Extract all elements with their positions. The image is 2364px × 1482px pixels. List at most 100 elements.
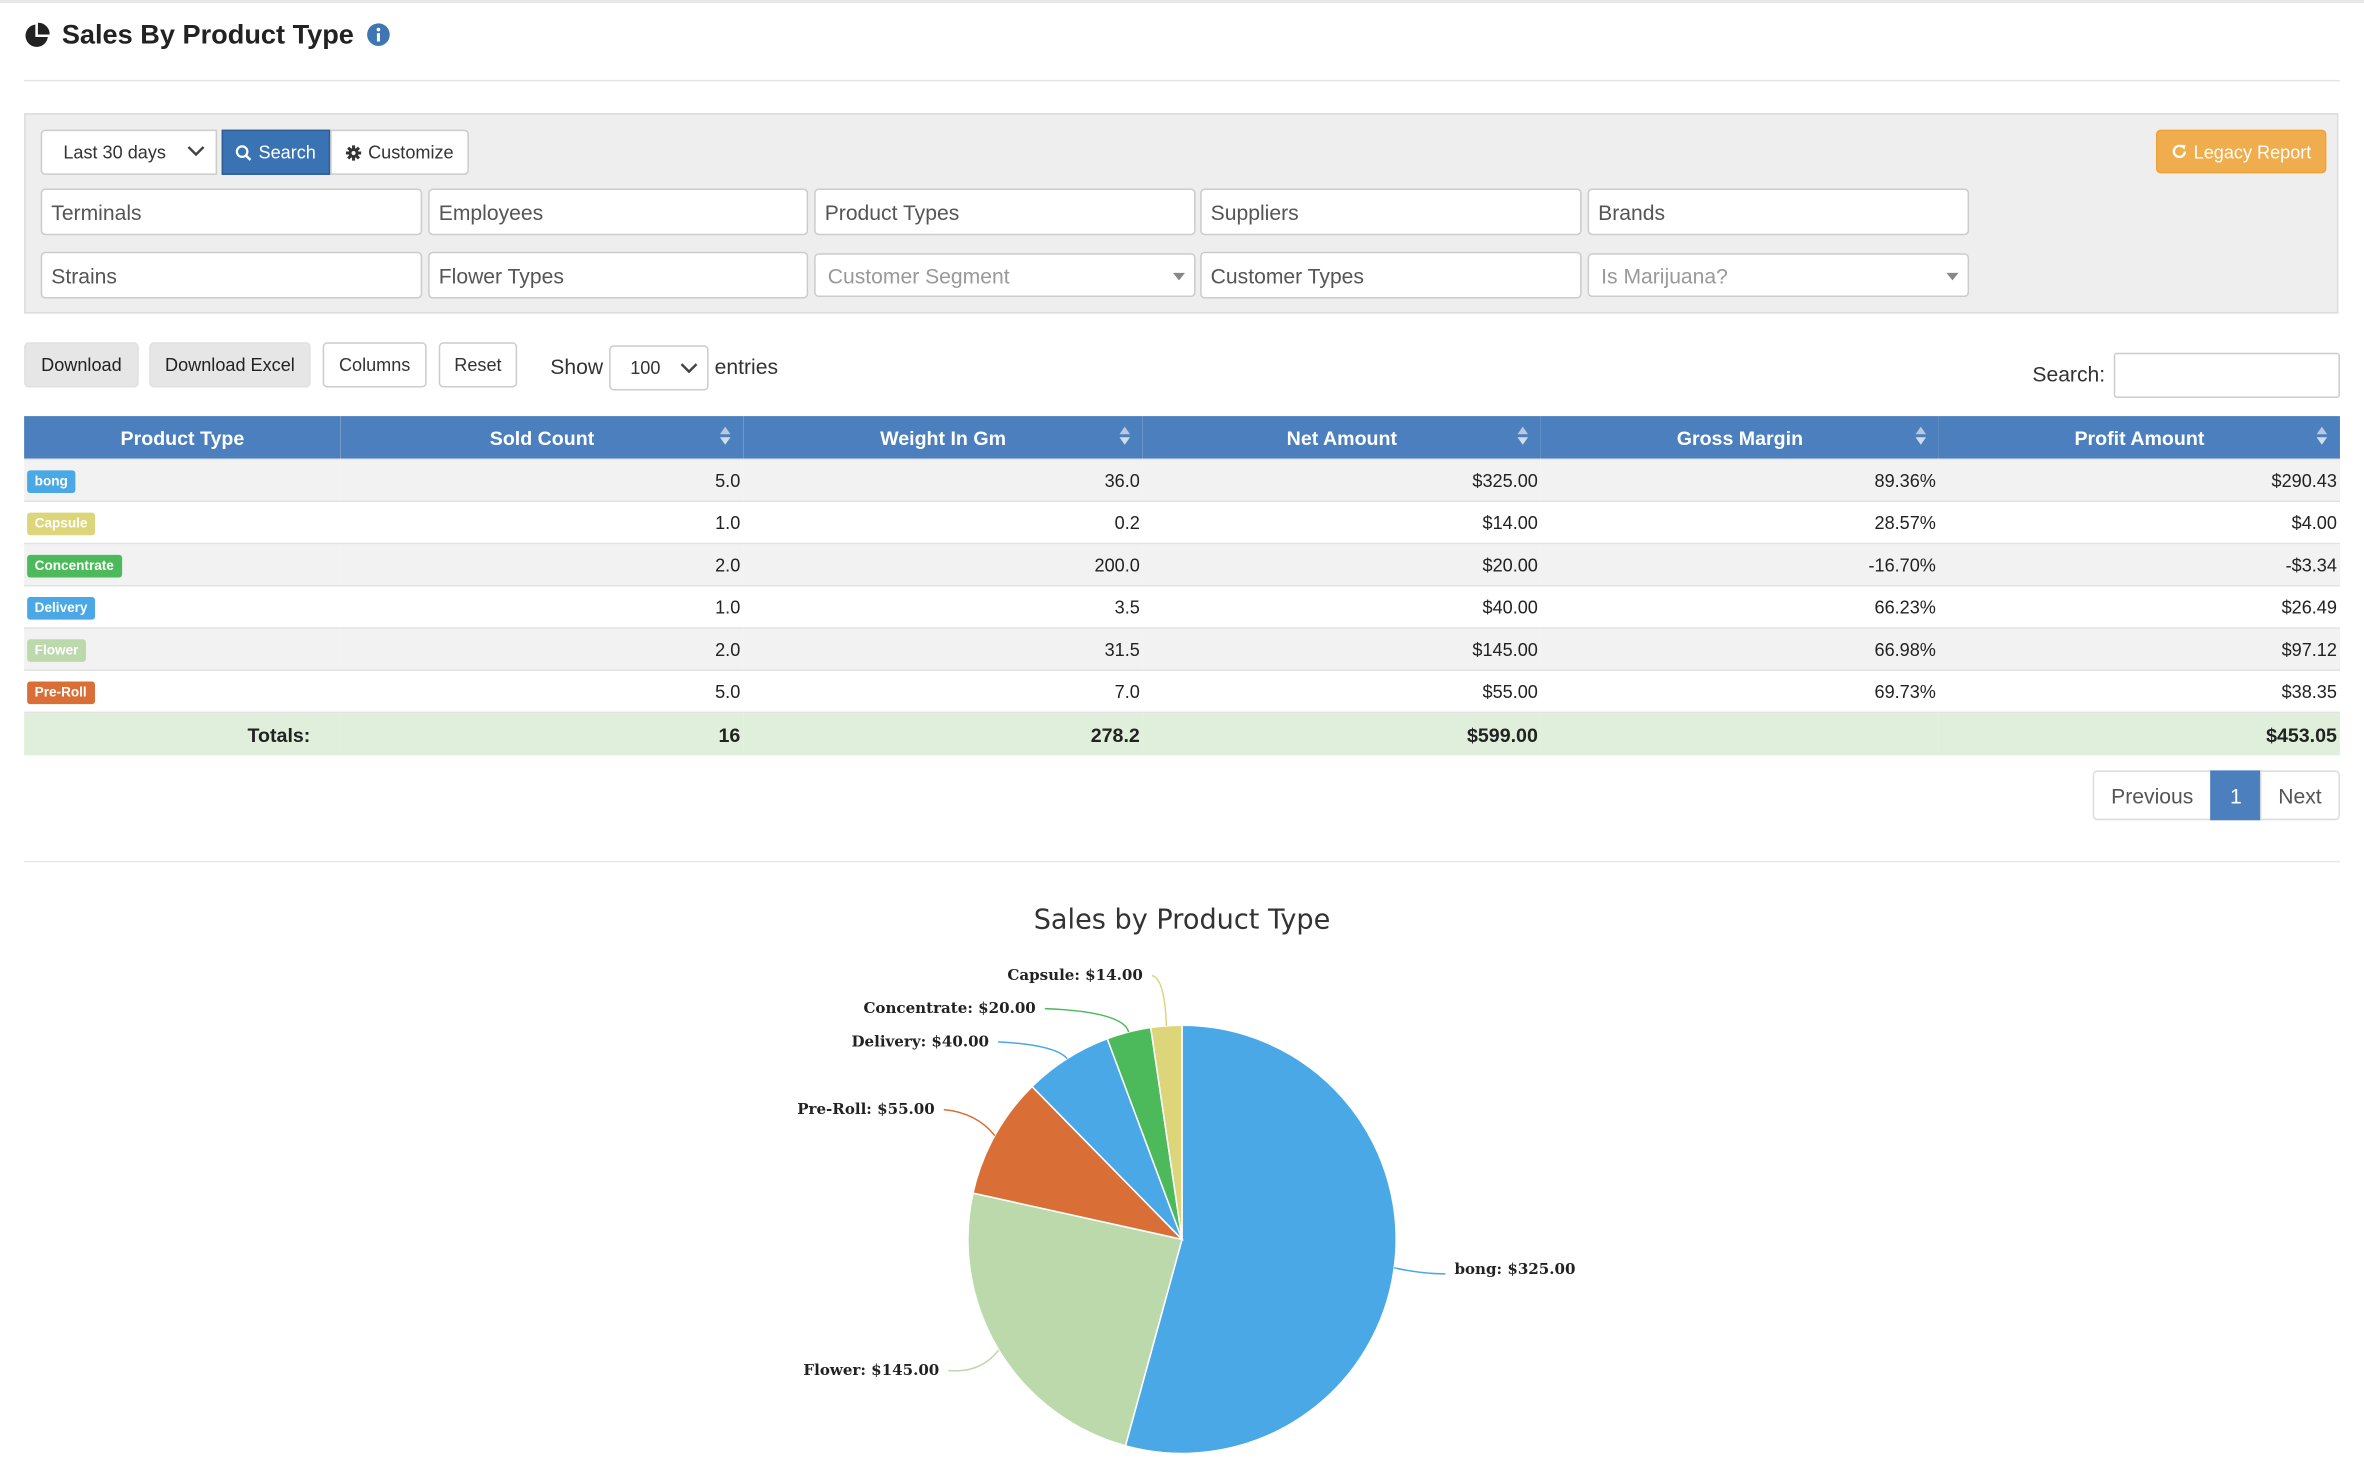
pie-connector-capsule xyxy=(1151,974,1168,1026)
download-excel-button[interactable]: Download Excel xyxy=(149,342,311,388)
customer-types-filter[interactable]: Customer Types xyxy=(1200,251,1582,299)
column-header-sold-count[interactable]: Sold Count xyxy=(340,416,744,460)
terminals-filter-placeholder: Terminals xyxy=(51,199,142,224)
suppliers-filter-placeholder: Suppliers xyxy=(1210,199,1299,224)
column-header-label: Gross Margin xyxy=(1676,425,1804,449)
column-header-weight[interactable]: Weight In Gm xyxy=(743,416,1143,460)
pie-slice-flower[interactable] xyxy=(967,1192,1183,1447)
cell-weight: 200.0 xyxy=(743,542,1143,586)
customer-segment-placeholder: Customer Segment xyxy=(827,263,1010,288)
cell-sold-count: 2.0 xyxy=(340,627,744,671)
cell-gross-margin: 89.36% xyxy=(1540,458,1939,502)
column-header-label: Weight In Gm xyxy=(880,425,1007,449)
total-weight: 278.2 xyxy=(743,711,1143,756)
pagination-next-label: Next xyxy=(2278,783,2322,808)
pie-connector-pre-roll xyxy=(943,1108,996,1137)
column-header-net-amount[interactable]: Net Amount xyxy=(1142,416,1541,460)
pagination-next[interactable]: Next xyxy=(2260,770,2340,821)
column-header-label: Profit Amount xyxy=(2074,425,2205,449)
caret-down-icon xyxy=(1172,272,1186,281)
legacy-report-label: Legacy Report xyxy=(2193,140,2312,163)
sort-icon xyxy=(1915,426,1927,445)
cell-gross-margin: -16.70% xyxy=(1540,542,1939,586)
date-range-select[interactable]: Last 30 days xyxy=(40,129,218,175)
reset-button[interactable]: Reset xyxy=(438,342,518,388)
cell-weight: 36.0 xyxy=(743,458,1143,502)
top-divider xyxy=(0,0,2364,4)
table-row: bong 5.0 36.0 $325.00 89.36% $290.43 xyxy=(24,458,2340,502)
table-header-row: Product Type Sold Count Weight In Gm Net… xyxy=(24,416,2340,460)
download-button[interactable]: Download xyxy=(24,342,139,388)
brands-filter-placeholder: Brands xyxy=(1598,199,1666,224)
product-type-badge[interactable]: Capsule xyxy=(27,511,96,535)
pie-label-capsule: Capsule: $14.00 xyxy=(1007,966,1142,984)
customize-button[interactable]: Customize xyxy=(330,129,469,175)
table-row: Delivery 1.0 3.5 $40.00 66.23% $26.49 xyxy=(24,584,2340,628)
pie-slice-pre-roll[interactable] xyxy=(972,1085,1185,1241)
sort-icon xyxy=(1119,426,1131,445)
cell-gross-margin: 66.23% xyxy=(1540,584,1939,628)
sort-icon xyxy=(1517,426,1529,445)
cell-sold-count: 1.0 xyxy=(340,500,744,544)
download-excel-button-label: Download Excel xyxy=(165,354,295,376)
cell-weight: 0.2 xyxy=(743,500,1143,544)
strains-filter-placeholder: Strains xyxy=(51,263,117,288)
column-header-product-type[interactable]: Product Type xyxy=(24,416,353,460)
cell-net-amount: $40.00 xyxy=(1142,584,1541,628)
search-button[interactable]: Search xyxy=(221,129,331,175)
product-type-badge[interactable]: Concentrate xyxy=(27,554,122,577)
cell-profit-amount: $290.43 xyxy=(1938,458,2340,502)
chevron-down-icon xyxy=(680,363,698,374)
product-type-badge[interactable]: Pre-Roll xyxy=(27,680,95,704)
sort-icon xyxy=(2316,426,2328,445)
suppliers-filter[interactable]: Suppliers xyxy=(1200,188,1582,236)
pie-label-bong: bong: $325.00 xyxy=(1454,1260,1575,1278)
table-search-input[interactable] xyxy=(2113,352,2340,399)
cell-product-type: Concentrate xyxy=(24,542,341,586)
cell-profit-amount: $38.35 xyxy=(1938,669,2340,713)
cell-weight: 3.5 xyxy=(743,584,1143,628)
pie-connector-delivery xyxy=(998,1041,1068,1060)
strains-filter[interactable]: Strains xyxy=(40,251,423,299)
column-header-profit-amount[interactable]: Profit Amount xyxy=(1938,416,2340,460)
refresh-icon xyxy=(2172,144,2187,159)
is-marijuana-select[interactable]: Is Marijuana? xyxy=(1587,253,1970,298)
table-row: Pre-Roll 5.0 7.0 $55.00 69.73% $38.35 xyxy=(24,669,2340,713)
reset-button-label: Reset xyxy=(454,354,502,376)
entries-label: entries xyxy=(714,354,779,379)
pagination-page-1[interactable]: 1 xyxy=(2210,770,2262,821)
pie-connector-concentrate xyxy=(1044,1007,1130,1033)
customer-segment-select[interactable]: Customer Segment xyxy=(814,253,1196,298)
pagination-previous[interactable]: Previous xyxy=(2092,770,2212,821)
info-circle-icon[interactable] xyxy=(366,23,390,47)
cell-profit-amount: $26.49 xyxy=(1938,584,2340,628)
table-row: Concentrate 2.0 200.0 $20.00 -16.70% -$3… xyxy=(24,542,2340,586)
pie-chart: Sales by Product Type bong: $325.00 Flowe… xyxy=(797,905,1575,1455)
page-header: Sales By Product Type xyxy=(24,15,390,54)
product-type-badge[interactable]: bong xyxy=(27,469,76,493)
flower-types-filter[interactable]: Flower Types xyxy=(428,251,809,299)
product-type-badge[interactable]: Flower xyxy=(27,638,86,662)
columns-button[interactable]: Columns xyxy=(322,342,427,388)
terminals-filter[interactable]: Terminals xyxy=(40,188,423,236)
product-types-filter[interactable]: Product Types xyxy=(814,188,1196,236)
entries-select[interactable]: 100 xyxy=(609,345,709,391)
legacy-report-button[interactable]: Legacy Report xyxy=(2156,129,2327,174)
cell-gross-margin: 69.73% xyxy=(1540,669,1939,713)
search-icon xyxy=(236,144,253,161)
total-gross-margin xyxy=(1540,711,1939,756)
cell-net-amount: $20.00 xyxy=(1142,542,1541,586)
table-row: Flower 2.0 31.5 $145.00 66.98% $97.12 xyxy=(24,627,2340,671)
caret-down-icon xyxy=(1946,272,1959,281)
table-row: Capsule 1.0 0.2 $14.00 28.57% $4.00 xyxy=(24,500,2340,544)
cell-gross-margin: 66.98% xyxy=(1540,627,1939,671)
cell-net-amount: $14.00 xyxy=(1142,500,1541,544)
pie-connector-flower xyxy=(948,1349,1000,1372)
total-net-amount: $599.00 xyxy=(1142,711,1541,756)
brands-filter[interactable]: Brands xyxy=(1587,188,1970,236)
cell-profit-amount: $4.00 xyxy=(1938,500,2340,544)
employees-filter[interactable]: Employees xyxy=(428,188,809,236)
cell-net-amount: $325.00 xyxy=(1142,458,1541,502)
column-header-gross-margin[interactable]: Gross Margin xyxy=(1540,416,1939,460)
product-type-badge[interactable]: Delivery xyxy=(27,596,96,619)
